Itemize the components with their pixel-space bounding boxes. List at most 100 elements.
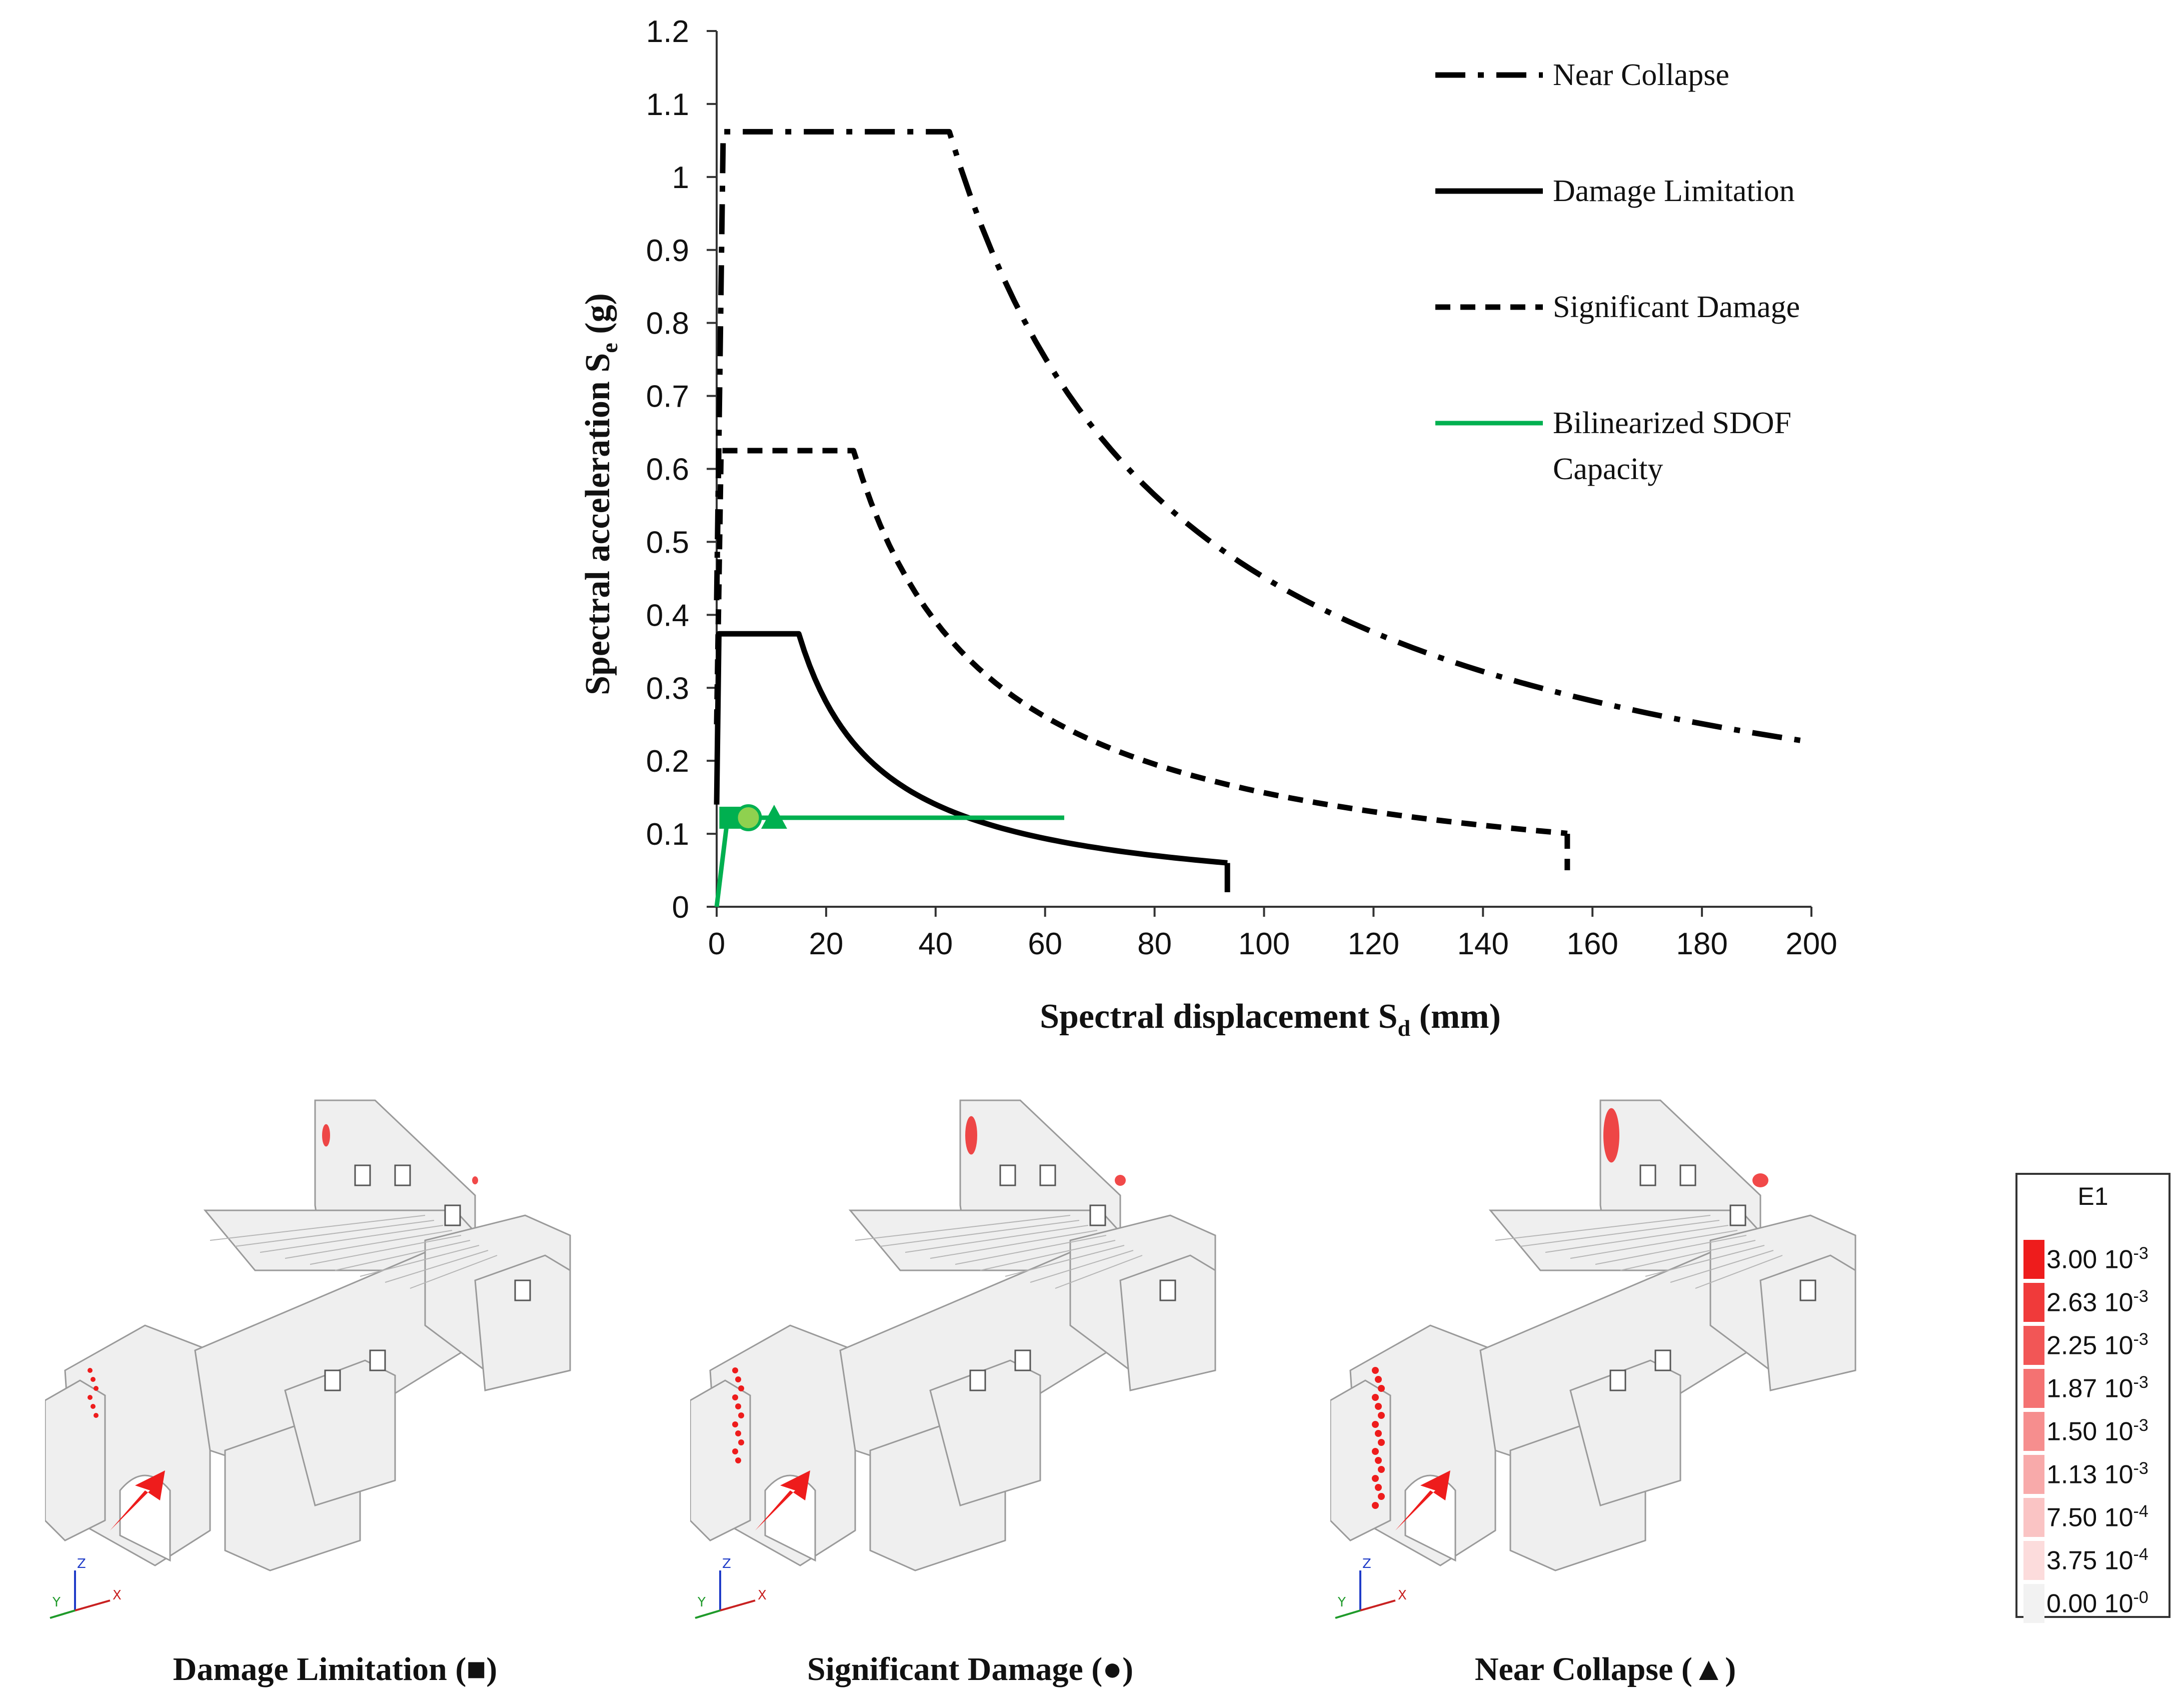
crack-dot (735, 1376, 741, 1382)
building-model-image: Z X Y (689, 1099, 1216, 1619)
x-tick-label: 60 (1028, 927, 1062, 961)
colorbar-value: 3.75 10 (2046, 1546, 2133, 1575)
axis-x (1360, 1599, 1396, 1611)
axis-y (50, 1609, 76, 1619)
colorbar-label: 2.25 10-3 (2046, 1330, 2148, 1360)
colorbar-label: 1.13 10-3 (2046, 1459, 2148, 1489)
colorbar-label: 0.00 10-0 (2046, 1588, 2148, 1618)
building-model-image: Z X Y (1329, 1099, 1856, 1619)
roof-line (1670, 1250, 1774, 1283)
colorbar-swatch (2023, 1541, 2044, 1580)
y-tick-label: 0.7 (646, 380, 689, 414)
y-tick-label: 0.4 (646, 598, 689, 633)
colorbar-label: 7.50 10-4 (2046, 1502, 2148, 1532)
y-tick-label: 0.2 (646, 744, 689, 779)
window (1159, 1279, 1176, 1301)
building-block (474, 1254, 571, 1391)
colorbar-entry: 1.87 10-3 (2017, 1364, 2168, 1408)
crack-dot (738, 1385, 744, 1391)
x-tick-label: 100 (1238, 927, 1290, 961)
crack-dot (1372, 1421, 1379, 1428)
colorbar-swatch (2023, 1283, 2044, 1322)
roof-line (410, 1255, 498, 1289)
roof-line (285, 1230, 453, 1259)
crack-dot (1375, 1403, 1382, 1410)
crack-dot (1372, 1448, 1379, 1455)
colorbar-exponent: -0 (2133, 1588, 2148, 1607)
marker-triangle (761, 804, 787, 829)
roof-line (855, 1215, 1071, 1241)
window (354, 1164, 371, 1186)
window (1729, 1204, 1746, 1226)
crack-dot (94, 1413, 99, 1418)
crack-dot (732, 1367, 738, 1373)
crack-dot (1375, 1484, 1382, 1491)
panel-caption-significant-damage: Significant Damage (●) (807, 1651, 1134, 1687)
roof-line (1545, 1225, 1729, 1253)
building-block (689, 1379, 751, 1541)
strain-spot (1752, 1173, 1768, 1187)
capacity-spectrum-chart: 0 20 40 60 80 100 120 140 160 180 200 0 0.1 0.2 0.3 0.4… (579, 15, 1837, 1041)
colorbar-entry: 3.00 10-3 (2017, 1235, 2168, 1279)
colorbar-exponent: -3 (2133, 1244, 2148, 1263)
colorbar-value: 1.13 10 (2046, 1460, 2133, 1489)
x-tick-label: 20 (809, 927, 843, 961)
x-tick-label: 140 (1457, 927, 1509, 961)
axis-y (1335, 1609, 1361, 1619)
crack-dot (735, 1403, 741, 1409)
crack-dot (1378, 1439, 1385, 1446)
axis-x-label: X (758, 1588, 767, 1603)
roof-line (1695, 1255, 1783, 1289)
load-arrow (755, 1470, 810, 1530)
legend-label: Bilinearized SDOF (1553, 406, 1791, 440)
window (1039, 1164, 1056, 1186)
colorbar-swatch (2023, 1412, 2044, 1451)
roof-line (1495, 1215, 1711, 1241)
y-tick-label: 0.3 (646, 671, 689, 706)
crack-dot (1375, 1430, 1382, 1437)
marker-circle (735, 804, 762, 831)
y-tick-label: 1.1 (646, 88, 689, 122)
window (1014, 1349, 1031, 1371)
strain-spot (965, 1116, 977, 1155)
colorbar-entry: 1.50 10-3 (2017, 1407, 2168, 1451)
axis-y-label: Y (697, 1595, 706, 1610)
building-block (929, 1359, 1041, 1506)
crack-dot (1372, 1475, 1379, 1482)
y-tick-label: 0.5 (646, 525, 689, 560)
fe-model-panel-significant-damage: Z X Y (689, 1090, 1340, 1630)
window (1679, 1164, 1696, 1186)
crack-dot (94, 1386, 99, 1391)
x-tick-label: 40 (918, 927, 953, 961)
colorbar-label: 3.00 10-3 (2046, 1244, 2148, 1274)
series-damage-limitation (714, 631, 1228, 866)
roof-line (980, 1240, 1116, 1271)
roof-line (1030, 1250, 1134, 1283)
strain-colorbar: E1 3.00 10-3 2.63 10-3 2.25 10-3 1.87 10-3 1… (2015, 1173, 2170, 1623)
colorbar-exponent: -4 (2133, 1502, 2148, 1521)
y-tick-label: 0.1 (646, 817, 689, 852)
roof-line (385, 1250, 489, 1283)
colorbar-label: 1.87 10-3 (2046, 1373, 2148, 1403)
x-tick-label: 200 (1785, 927, 1837, 961)
x-tick-label: 180 (1676, 927, 1727, 961)
y-tick-label: 0 (672, 890, 689, 925)
axis-z-label: Z (1362, 1556, 1371, 1571)
roof-line (235, 1220, 435, 1247)
colorbar-exponent: -4 (2133, 1545, 2148, 1564)
building-block (44, 1379, 106, 1541)
axis-y-label: Y (52, 1595, 61, 1610)
axis-x-label: X (1398, 1588, 1407, 1603)
crack-dot (88, 1395, 93, 1400)
roof-line (1055, 1255, 1143, 1289)
crack-dot (732, 1421, 738, 1427)
roof-line (210, 1215, 426, 1241)
colorbar-label: 2.63 10-3 (2046, 1287, 2148, 1317)
crack-dot (1378, 1412, 1385, 1419)
colorbar-value: 7.50 10 (2046, 1503, 2133, 1532)
axis-x (75, 1599, 111, 1611)
x-tick-label: 160 (1566, 927, 1618, 961)
building-block (1119, 1254, 1216, 1391)
axis-z-label: Z (77, 1556, 86, 1571)
window (1654, 1349, 1671, 1371)
